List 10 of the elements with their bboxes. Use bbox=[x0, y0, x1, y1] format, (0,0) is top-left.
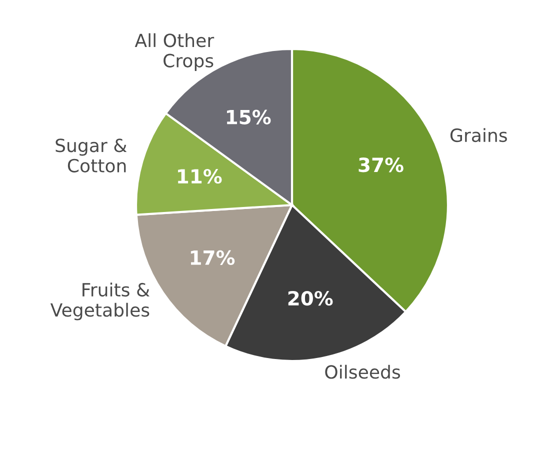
slice-label: Fruits & Vegetables bbox=[50, 282, 150, 320]
slice-label: Grains bbox=[450, 128, 507, 142]
slice-label: All Other Crops bbox=[134, 33, 214, 71]
slice-label: Oilseeds bbox=[325, 364, 400, 379]
data-label: 37% bbox=[358, 158, 404, 172]
data-label: 17% bbox=[190, 250, 235, 266]
slice-label: Sugar & Cotton bbox=[56, 138, 127, 172]
data-label: 11% bbox=[178, 168, 222, 184]
data-label: 15% bbox=[227, 110, 271, 124]
data-label: 20% bbox=[288, 290, 333, 306]
